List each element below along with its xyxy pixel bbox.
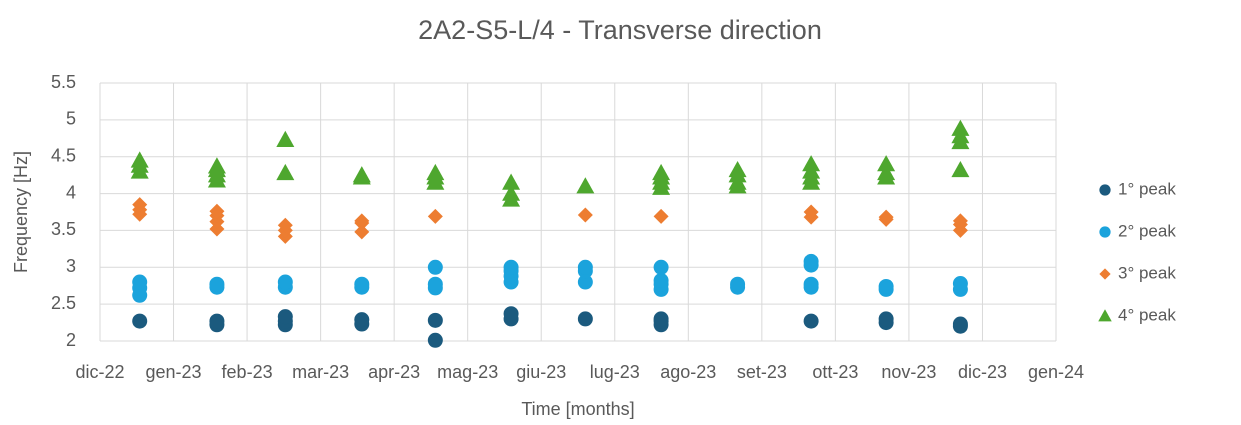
y-tick-label: 4.5 (51, 145, 76, 165)
legend-label: 2° peak (1118, 221, 1176, 240)
x-tick-label: apr-23 (368, 362, 420, 382)
legend-label: 4° peak (1118, 305, 1176, 324)
legend-label: 3° peak (1118, 263, 1176, 282)
chart-title: 2A2-S5-L/4 - Transverse direction (418, 15, 822, 45)
point (354, 312, 370, 328)
point (577, 207, 593, 223)
y-tick-label: 5.5 (51, 72, 76, 92)
legend-marker (1098, 309, 1112, 322)
point (503, 259, 519, 275)
legend-marker (1099, 226, 1111, 238)
x-axis-label: Time [months] (521, 399, 634, 419)
x-tick-label: ott-23 (812, 362, 858, 382)
y-tick-label: 4 (66, 182, 76, 202)
y-tick-label: 5 (66, 109, 76, 129)
point (502, 184, 521, 201)
point (653, 273, 669, 289)
x-tick-label: gen-24 (1028, 362, 1084, 382)
point (803, 276, 819, 292)
point (427, 332, 443, 348)
x-tick-label: lug-23 (590, 362, 640, 382)
point (209, 276, 225, 292)
point (132, 197, 148, 213)
x-tick-label: nov-23 (881, 362, 936, 382)
point (427, 208, 443, 224)
point (728, 160, 747, 178)
x-tick-label: giu-23 (516, 362, 566, 382)
point (730, 276, 746, 292)
x-tick-label: dic-22 (75, 362, 124, 382)
point (577, 311, 593, 327)
y-tick-label: 3.5 (51, 219, 76, 239)
point (802, 155, 821, 172)
point (277, 309, 293, 325)
point (277, 217, 293, 233)
x-tick-label: mag-23 (437, 362, 498, 382)
x-tick-label: mar-23 (292, 362, 349, 382)
point (803, 253, 819, 269)
point (276, 130, 295, 147)
point (132, 313, 148, 329)
point (132, 274, 148, 290)
point (653, 208, 669, 224)
point (276, 163, 295, 181)
y-tick-label: 3 (66, 256, 76, 276)
x-tick-label: set-23 (737, 362, 787, 382)
point (503, 306, 519, 322)
point (952, 276, 968, 292)
point (878, 209, 894, 225)
point (576, 177, 595, 194)
x-tick-label: feb-23 (222, 362, 273, 382)
point (878, 278, 894, 294)
y-tick-label: 2.5 (51, 293, 76, 313)
point (653, 311, 669, 327)
point (877, 155, 896, 172)
point (951, 160, 970, 178)
point (952, 316, 968, 332)
point (427, 259, 443, 275)
point (426, 163, 445, 181)
point (130, 151, 149, 168)
point (652, 163, 671, 181)
point (877, 163, 896, 181)
point (803, 204, 819, 220)
y-axis-label: Frequency [Hz] (11, 151, 31, 273)
y-tick-label: 2 (66, 330, 76, 350)
point (427, 312, 443, 328)
point (354, 213, 370, 229)
point (209, 313, 225, 329)
point (352, 166, 371, 183)
point (207, 157, 226, 174)
x-tick-label: ago-23 (660, 362, 716, 382)
point (803, 313, 819, 329)
point (277, 274, 293, 290)
x-tick-label: gen-23 (146, 362, 202, 382)
point (354, 224, 370, 240)
legend-marker (1099, 268, 1111, 280)
point (951, 119, 970, 136)
point (952, 213, 968, 229)
point (354, 276, 370, 292)
point (878, 311, 894, 327)
point (577, 274, 593, 290)
legend-marker (1099, 184, 1111, 196)
point (577, 259, 593, 275)
point (502, 173, 521, 190)
point (653, 259, 669, 275)
point (209, 203, 225, 219)
x-tick-label: dic-23 (958, 362, 1007, 382)
point (427, 276, 443, 292)
legend-label: 1° peak (1118, 179, 1176, 198)
